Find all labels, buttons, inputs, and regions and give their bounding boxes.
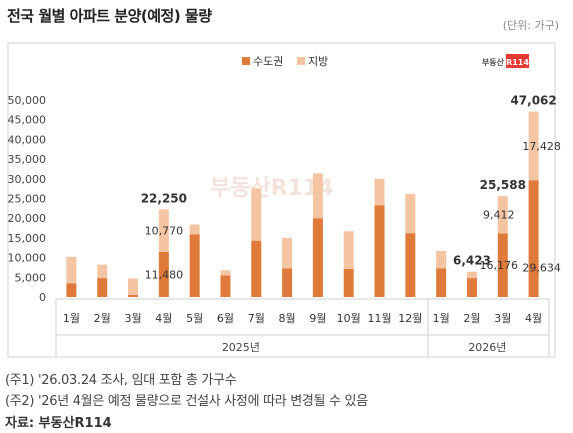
x-group-label: 2026년: [468, 341, 506, 354]
x-tick-label: 1월: [63, 312, 80, 325]
x-tick-label: 2월: [463, 312, 480, 325]
x-tick-label: 2월: [94, 312, 111, 325]
footnote-1: (주1) '26.03.24 조사, 임대 포함 총 가구수: [5, 373, 237, 388]
bar-segment-regional: [251, 188, 262, 241]
chart-frame: [7, 42, 556, 358]
y-tick-label: 30,000: [8, 173, 47, 186]
bar-segment-metro: [497, 233, 508, 297]
data-labels: 11,480 10,770 16,176 9,412 29,634 17,428 22,25…: [141, 94, 561, 282]
y-tick-label: 10,000: [8, 252, 47, 265]
bar-segment-regional: [66, 256, 77, 284]
chart-area: 부동산R114 수도권 지방 부동산 R114 0 5,000 10,000 15,0…: [7, 42, 561, 358]
bar-segment-regional: [158, 209, 169, 252]
legend-label-regional: 지방: [308, 55, 328, 68]
bar-segment-regional: [343, 231, 354, 270]
bar-segment-metro: [374, 205, 385, 297]
bar-segment-metro: [466, 278, 477, 297]
y-axis: 0 5,000 10,000 15,000 20,000 25,000 30,000 35,0…: [8, 94, 47, 304]
bar-segment-regional: [282, 237, 293, 269]
bar-segment-metro: [189, 234, 200, 297]
bar-segment-metro: [128, 295, 139, 297]
x-tick-label: 4월: [155, 312, 172, 325]
x-axis: 1월 2월 3월 4월 5월 6월 7월 8월 9월 10월 11월 12월 1월 2월 3월 4월 2025년…: [63, 312, 542, 354]
bar-segment-regional: [405, 193, 416, 234]
bar-segment-metro: [405, 233, 416, 297]
x-tick-label: 7월: [248, 312, 265, 325]
x-tick-label: 9월: [309, 312, 326, 325]
y-tick-label: 45,000: [8, 114, 47, 127]
bar-segment-metro: [220, 275, 231, 297]
logo: 부동산 R114: [482, 54, 529, 68]
x-tick-label: 12월: [398, 312, 422, 325]
y-tick-label: 0: [39, 291, 46, 304]
bar-segment-metro: [158, 251, 169, 297]
bars: [66, 111, 539, 297]
y-tick-label: 20,000: [8, 212, 47, 225]
logo-badge: [506, 54, 529, 68]
segment-value-label: 17,428: [522, 140, 561, 153]
segment-value-label: 9,412: [483, 209, 515, 222]
segment-value-label: 11,480: [145, 268, 184, 281]
x-tick-label: 10월: [337, 312, 361, 325]
bar-segment-metro: [528, 180, 539, 297]
segment-value-label: 10,770: [145, 225, 184, 238]
x-tick-label: 1월: [433, 312, 450, 325]
x-tick-label: 6월: [217, 312, 234, 325]
total-value-label: 47,062: [510, 94, 556, 108]
total-value-label: 22,250: [141, 191, 187, 205]
y-tick-label: 15,000: [8, 232, 47, 245]
x-tick-label: 3월: [494, 312, 511, 325]
source-credit: 자료: 부동산R114: [5, 416, 112, 431]
legend-swatch-metro: [242, 57, 250, 65]
total-value-label: 25,588: [480, 178, 526, 192]
bar-segment-regional: [528, 111, 539, 181]
bar-segment-metro: [436, 268, 447, 297]
segment-value-label: 16,176: [480, 259, 519, 272]
unit-label: (단위: 가구): [502, 19, 559, 32]
bar-segment-metro: [343, 269, 354, 297]
bar-segment-metro: [66, 283, 77, 297]
logo-text: 부동산: [482, 57, 505, 67]
bar-segment-regional: [128, 278, 139, 296]
bar-segment-metro: [282, 268, 293, 297]
legend-swatch-regional: [297, 57, 305, 65]
x-tick-label: 8월: [279, 312, 296, 325]
x-tick-label: 11월: [367, 312, 391, 325]
x-tick-label: 3월: [124, 312, 141, 325]
x-group-label: 2025년: [222, 341, 260, 354]
bar-segment-regional: [189, 224, 200, 235]
bar-segment-regional: [497, 196, 508, 234]
y-tick-label: 5,000: [15, 271, 47, 284]
bar-segment-regional: [436, 250, 447, 269]
bar-segment-regional: [374, 178, 385, 206]
segment-value-label: 29,634: [522, 261, 561, 274]
y-tick-label: 50,000: [8, 94, 47, 107]
bar-segment-metro: [312, 218, 323, 297]
bar-segment-regional: [312, 173, 323, 219]
logo-badge-text: R114: [506, 58, 529, 67]
x-tick-label: 5월: [186, 312, 203, 325]
x-tick-label: 4월: [525, 312, 542, 325]
chart-title: 전국 월별 아파트 분양(예정) 물량: [7, 7, 212, 25]
y-tick-label: 40,000: [8, 133, 47, 146]
footnote-2: (주2) '26년 4월은 예정 물량으로 건설사 사정에 따라 변경될 수 있…: [5, 394, 368, 409]
y-tick-label: 25,000: [8, 193, 47, 206]
bar-segment-regional: [97, 264, 108, 279]
legend: 수도권 지방: [242, 55, 328, 68]
total-value-label: 6,423: [453, 254, 491, 268]
legend-label-metro: 수도권: [253, 55, 283, 68]
y-tick-label: 35,000: [8, 153, 47, 166]
bar-segment-regional: [466, 271, 477, 279]
bar-segment-regional: [220, 270, 231, 276]
bar-segment-metro: [251, 240, 262, 297]
bar-segment-metro: [97, 278, 108, 297]
